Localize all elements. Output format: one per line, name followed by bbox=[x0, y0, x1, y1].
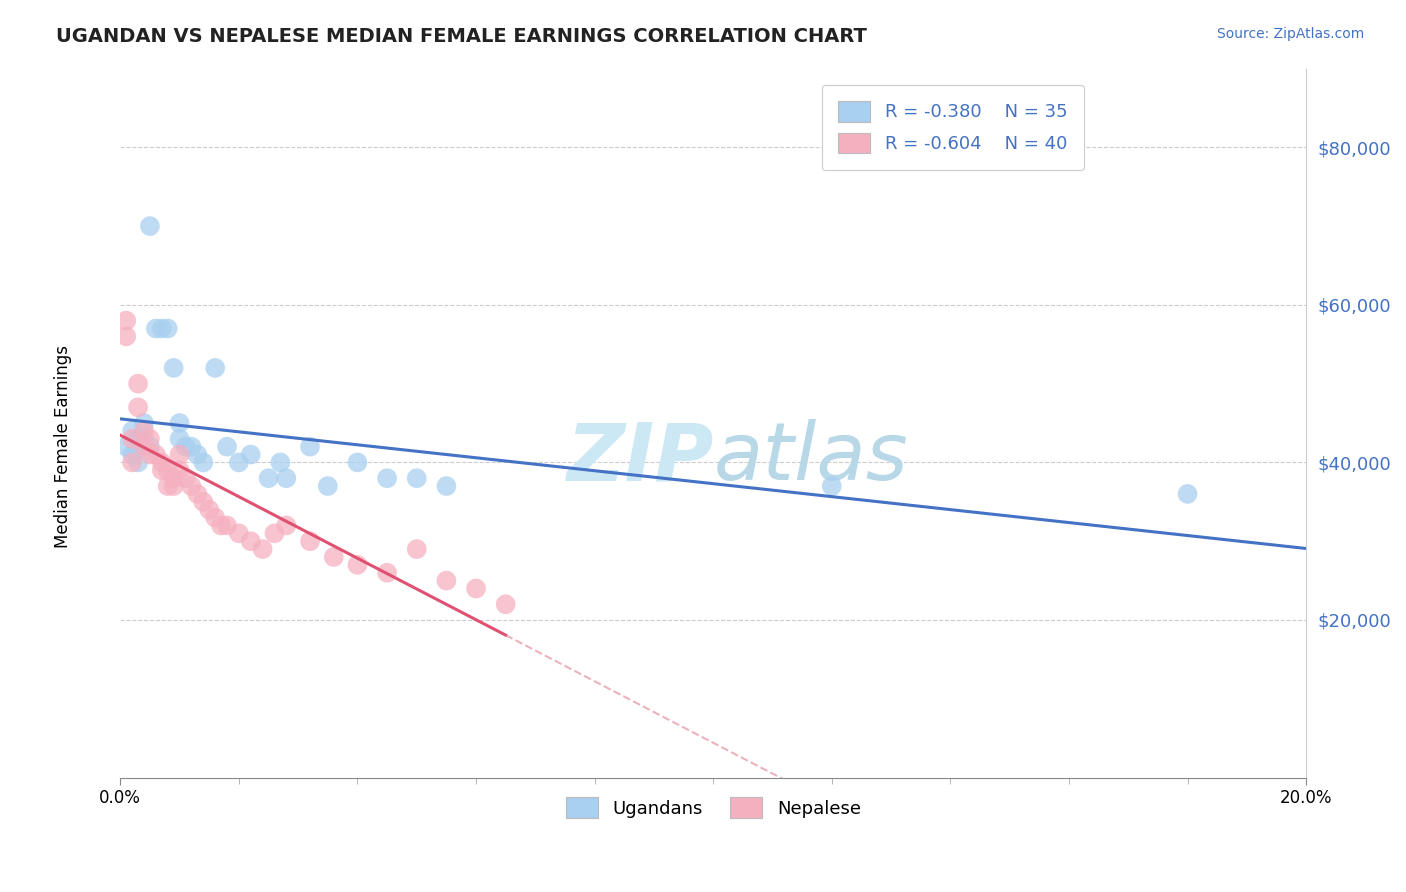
Text: atlas: atlas bbox=[713, 419, 908, 498]
Point bbox=[495, 597, 517, 611]
Point bbox=[239, 448, 262, 462]
Point bbox=[434, 574, 457, 588]
Point bbox=[186, 487, 208, 501]
Point bbox=[115, 313, 138, 327]
Point bbox=[252, 542, 274, 557]
Point bbox=[316, 479, 339, 493]
Point bbox=[139, 432, 162, 446]
Point bbox=[127, 440, 149, 454]
Point bbox=[169, 463, 191, 477]
Point bbox=[150, 455, 173, 469]
Point bbox=[145, 448, 167, 462]
Point bbox=[132, 424, 155, 438]
Point bbox=[257, 471, 280, 485]
Point bbox=[228, 455, 250, 469]
Point bbox=[163, 471, 186, 485]
Point bbox=[145, 321, 167, 335]
Point bbox=[263, 526, 285, 541]
Text: UGANDAN VS NEPALESE MEDIAN FEMALE EARNINGS CORRELATION CHART: UGANDAN VS NEPALESE MEDIAN FEMALE EARNIN… bbox=[56, 27, 868, 45]
Point bbox=[169, 416, 191, 430]
Text: Median Female Earnings: Median Female Earnings bbox=[55, 344, 72, 548]
Point bbox=[127, 401, 149, 415]
Text: Source: ZipAtlas.com: Source: ZipAtlas.com bbox=[1216, 27, 1364, 41]
Point bbox=[375, 566, 398, 580]
Point bbox=[322, 549, 344, 564]
Point bbox=[132, 440, 155, 454]
Point bbox=[346, 558, 368, 572]
Point bbox=[156, 463, 179, 477]
Point bbox=[163, 360, 186, 375]
Point bbox=[276, 471, 298, 485]
Point bbox=[127, 455, 149, 469]
Point bbox=[821, 479, 844, 493]
Point bbox=[193, 495, 215, 509]
Point bbox=[239, 534, 262, 549]
Point bbox=[434, 479, 457, 493]
Point bbox=[150, 321, 173, 335]
Legend: Ugandans, Nepalese: Ugandans, Nepalese bbox=[558, 790, 868, 825]
Point bbox=[139, 440, 162, 454]
Point bbox=[174, 471, 197, 485]
Point bbox=[163, 479, 186, 493]
Point bbox=[269, 455, 291, 469]
Point bbox=[127, 376, 149, 391]
Point bbox=[180, 440, 202, 454]
Point bbox=[299, 440, 322, 454]
Point bbox=[299, 534, 322, 549]
Point bbox=[156, 321, 179, 335]
Point bbox=[127, 432, 149, 446]
Point bbox=[121, 424, 143, 438]
Point bbox=[405, 471, 427, 485]
Point bbox=[204, 510, 226, 524]
Point bbox=[405, 542, 427, 557]
Point bbox=[228, 526, 250, 541]
Point bbox=[215, 518, 238, 533]
Point bbox=[139, 219, 162, 233]
Text: ZIP: ZIP bbox=[565, 419, 713, 498]
Point bbox=[115, 440, 138, 454]
Point bbox=[276, 518, 298, 533]
Point bbox=[1177, 487, 1199, 501]
Point bbox=[193, 455, 215, 469]
Point bbox=[346, 455, 368, 469]
Point bbox=[139, 448, 162, 462]
Point bbox=[132, 432, 155, 446]
Point bbox=[180, 479, 202, 493]
Point bbox=[150, 463, 173, 477]
Point bbox=[169, 448, 191, 462]
Point bbox=[121, 455, 143, 469]
Point bbox=[174, 440, 197, 454]
Point bbox=[169, 432, 191, 446]
Point bbox=[115, 329, 138, 343]
Point bbox=[465, 582, 488, 596]
Point bbox=[132, 416, 155, 430]
Point bbox=[375, 471, 398, 485]
Point bbox=[215, 440, 238, 454]
Point bbox=[121, 448, 143, 462]
Point bbox=[198, 502, 221, 516]
Point bbox=[186, 448, 208, 462]
Point bbox=[156, 479, 179, 493]
Point bbox=[121, 432, 143, 446]
Point bbox=[204, 360, 226, 375]
Point bbox=[209, 518, 232, 533]
